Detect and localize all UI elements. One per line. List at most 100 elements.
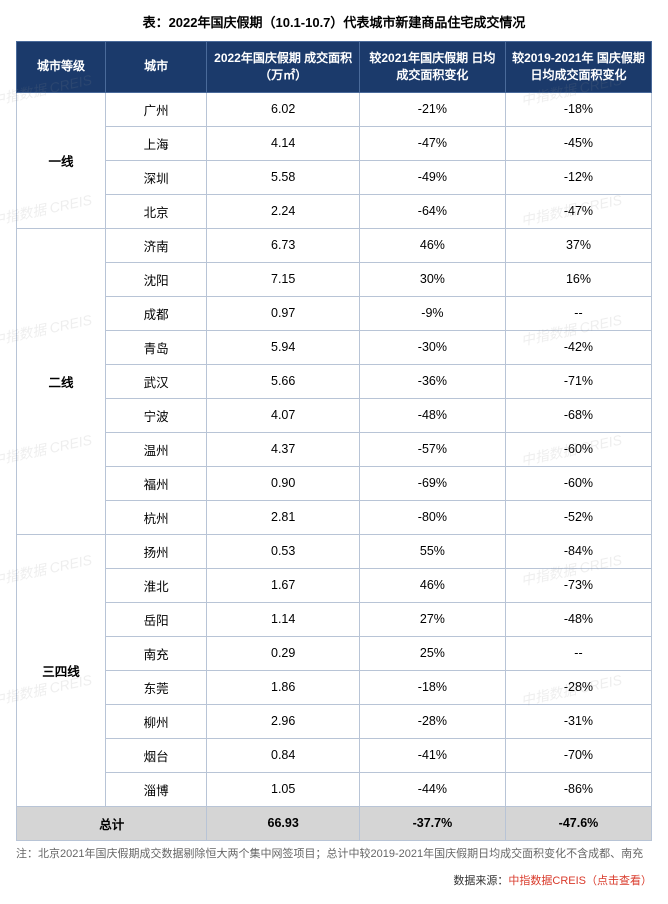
cell-area: 5.66 [207,364,359,398]
cell-v21: -18% [359,670,505,704]
table-row: 福州0.90-69%-60% [17,466,652,500]
cell-v1921: 37% [505,228,651,262]
cell-v1921: -68% [505,398,651,432]
data-source: 数据来源：中指数据CREIS（点击查看） [16,872,652,888]
cell-area: 1.14 [207,602,359,636]
source-prefix: 数据来源： [453,875,508,887]
cell-v1921: -60% [505,466,651,500]
cell-area: 6.02 [207,92,359,126]
cell-v1921: -73% [505,568,651,602]
cell-v21: -64% [359,194,505,228]
cell-area: 0.90 [207,466,359,500]
cell-v1921: -18% [505,92,651,126]
cell-area: 2.81 [207,500,359,534]
table-row: 深圳5.58-49%-12% [17,160,652,194]
tier-cell: 二线 [17,228,106,534]
cell-city: 杭州 [105,500,207,534]
cell-v21: -69% [359,466,505,500]
cell-area: 2.96 [207,704,359,738]
tier-cell: 一线 [17,92,106,228]
col-v1921: 较2019-2021年 国庆假期 日均成交面积变化 [505,42,651,93]
tier-cell: 三四线 [17,534,106,806]
data-table: 城市等级 城市 2022年国庆假期 成交面积（万㎡） 较2021年国庆假期 日均… [16,41,652,841]
cell-v1921: -48% [505,602,651,636]
cell-v21: 30% [359,262,505,296]
cell-area: 5.58 [207,160,359,194]
cell-v1921: -31% [505,704,651,738]
total-area: 66.93 [207,806,359,840]
cell-area: 1.67 [207,568,359,602]
table-row: 岳阳1.1427%-48% [17,602,652,636]
cell-area: 0.97 [207,296,359,330]
cell-area: 1.05 [207,772,359,806]
col-v21: 较2021年国庆假期 日均成交面积变化 [359,42,505,93]
cell-area: 2.24 [207,194,359,228]
cell-v21: -41% [359,738,505,772]
cell-v21: -36% [359,364,505,398]
table-row: 烟台0.84-41%-70% [17,738,652,772]
cell-area: 5.94 [207,330,359,364]
col-tier: 城市等级 [17,42,106,93]
table-row: 武汉5.66-36%-71% [17,364,652,398]
cell-area: 0.29 [207,636,359,670]
total-v1921: -47.6% [505,806,651,840]
cell-v1921: -- [505,636,651,670]
cell-v1921: 16% [505,262,651,296]
cell-v1921: -42% [505,330,651,364]
table-row: 沈阳7.1530%16% [17,262,652,296]
cell-city: 南充 [105,636,207,670]
cell-city: 淮北 [105,568,207,602]
cell-v21: -28% [359,704,505,738]
cell-v21: 55% [359,534,505,568]
cell-city: 温州 [105,432,207,466]
cell-city: 淄博 [105,772,207,806]
cell-city: 上海 [105,126,207,160]
cell-v1921: -60% [505,432,651,466]
cell-v1921: -28% [505,670,651,704]
cell-city: 青岛 [105,330,207,364]
cell-v1921: -47% [505,194,651,228]
cell-city: 成都 [105,296,207,330]
table-row: 北京2.24-64%-47% [17,194,652,228]
table-row: 淮北1.6746%-73% [17,568,652,602]
cell-area: 4.14 [207,126,359,160]
table-row: 青岛5.94-30%-42% [17,330,652,364]
source-link[interactable]: 中指数据CREIS（点击查看） [508,875,652,887]
table-row: 杭州2.81-80%-52% [17,500,652,534]
cell-city: 福州 [105,466,207,500]
table-row: 三四线扬州0.5355%-84% [17,534,652,568]
cell-area: 4.07 [207,398,359,432]
cell-area: 7.15 [207,262,359,296]
table-title: 表：2022年国庆假期（10.1-10.7）代表城市新建商品住宅成交情况 [16,12,652,31]
cell-city: 东莞 [105,670,207,704]
table-row: 淄博1.05-44%-86% [17,772,652,806]
table-row: 温州4.37-57%-60% [17,432,652,466]
cell-city: 沈阳 [105,262,207,296]
cell-v21: -21% [359,92,505,126]
cell-v21: 46% [359,228,505,262]
cell-v1921: -52% [505,500,651,534]
cell-v21: -30% [359,330,505,364]
table-row: 宁波4.07-48%-68% [17,398,652,432]
footnote: 注：北京2021年国庆假期成交数据剔除恒大两个集中网签项目；总计中较2019-2… [16,847,652,862]
total-v21: -37.7% [359,806,505,840]
cell-v1921: -- [505,296,651,330]
total-label: 总计 [17,806,207,840]
cell-city: 扬州 [105,534,207,568]
cell-v21: 25% [359,636,505,670]
cell-city: 北京 [105,194,207,228]
cell-area: 0.53 [207,534,359,568]
cell-city: 岳阳 [105,602,207,636]
table-row: 柳州2.96-28%-31% [17,704,652,738]
cell-v1921: -70% [505,738,651,772]
cell-v1921: -12% [505,160,651,194]
cell-v1921: -86% [505,772,651,806]
cell-v21: -80% [359,500,505,534]
cell-v21: -9% [359,296,505,330]
table-row: 南充0.2925%-- [17,636,652,670]
cell-v21: -49% [359,160,505,194]
cell-v1921: -45% [505,126,651,160]
cell-v21: 46% [359,568,505,602]
cell-v21: 27% [359,602,505,636]
cell-area: 6.73 [207,228,359,262]
